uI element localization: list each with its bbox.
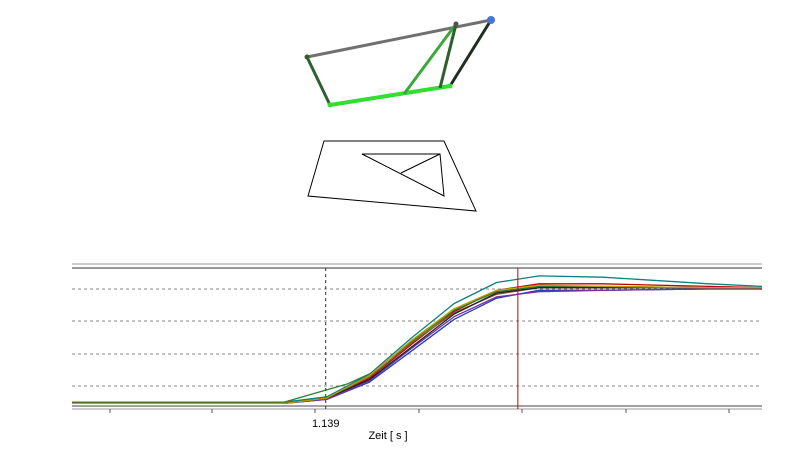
x-axis-ticks [109, 409, 730, 413]
series-layer [72, 275, 763, 405]
series-line-8 [72, 284, 762, 405]
cursor-a-value-label: 1.139 [312, 418, 340, 430]
series-line-6 [72, 288, 762, 405]
wireframe-view[interactable] [307, 140, 477, 212]
x-axis-label: Zeit [ s ] [368, 430, 407, 442]
mechanism-selected-node[interactable] [487, 16, 495, 24]
mechanism-left-strut [305, 56, 332, 106]
mechanism-top-bar [306, 18, 492, 59]
wireframe-inner-triangle [361, 153, 445, 197]
mechanism-3d-view[interactable] [304, 16, 496, 108]
time-chart[interactable]: 1.139 Zeit [ s ] [72, 263, 763, 442]
wireframe-outer-outline [307, 140, 477, 212]
chart-frame [72, 263, 762, 410]
mechanism-joint-node[interactable] [304, 54, 310, 60]
series-line-2 [72, 275, 763, 403]
mechanism-mid-strut [438, 23, 458, 89]
mechanism-right-strut [448, 19, 493, 87]
mechanism-joint-node[interactable] [447, 83, 453, 89]
wireframe-inner-line [400, 153, 441, 174]
mechanism-bottom-bar [329, 84, 451, 107]
mechanism-joint-node[interactable] [453, 21, 459, 27]
mechanism-diagonal-strut [402, 23, 458, 95]
chart-gridlines [72, 288, 762, 387]
mechanism-joint-node[interactable] [327, 102, 333, 108]
